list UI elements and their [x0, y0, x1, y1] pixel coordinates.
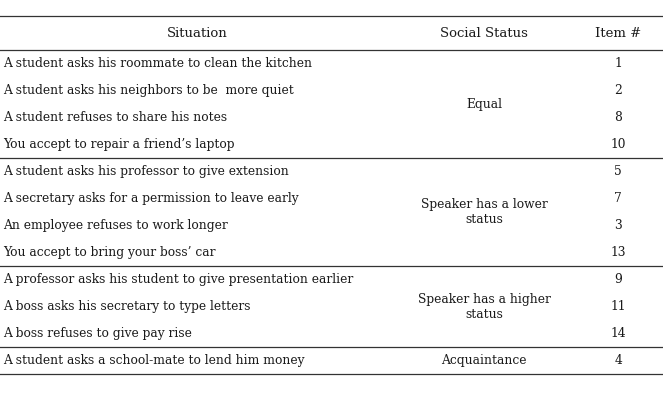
Text: 2: 2: [615, 84, 622, 97]
Text: A student asks his professor to give extension: A student asks his professor to give ext…: [3, 165, 289, 178]
Text: Situation: Situation: [167, 27, 227, 39]
Text: 1: 1: [615, 58, 622, 71]
Text: Acquaintance: Acquaintance: [442, 354, 526, 367]
Text: 3: 3: [615, 219, 622, 232]
Text: A student refuses to share his notes: A student refuses to share his notes: [3, 112, 227, 125]
Text: 14: 14: [611, 327, 626, 340]
Text: 11: 11: [611, 300, 626, 313]
Text: 10: 10: [611, 138, 626, 151]
Text: A student asks a school-mate to lend him money: A student asks a school-mate to lend him…: [3, 354, 305, 367]
Text: You accept to repair a friend’s laptop: You accept to repair a friend’s laptop: [3, 138, 235, 151]
Text: 9: 9: [615, 273, 622, 286]
Text: You accept to bring your boss’ car: You accept to bring your boss’ car: [3, 246, 216, 259]
Text: Equal: Equal: [466, 98, 502, 111]
Text: A secretary asks for a permission to leave early: A secretary asks for a permission to lea…: [3, 192, 299, 205]
Text: 7: 7: [615, 192, 622, 205]
Text: A boss refuses to give pay rise: A boss refuses to give pay rise: [3, 327, 192, 340]
Text: Social Status: Social Status: [440, 27, 528, 39]
Text: An employee refuses to work longer: An employee refuses to work longer: [3, 219, 228, 232]
Text: 4: 4: [615, 354, 622, 367]
Text: Speaker has a lower
status: Speaker has a lower status: [420, 198, 548, 227]
Text: 5: 5: [615, 165, 622, 178]
Text: A professor asks his student to give presentation earlier: A professor asks his student to give pre…: [3, 273, 353, 286]
Text: 13: 13: [611, 246, 626, 259]
Text: A boss asks his secretary to type letters: A boss asks his secretary to type letter…: [3, 300, 251, 313]
Text: Speaker has a higher
status: Speaker has a higher status: [418, 293, 550, 321]
Text: A student asks his neighbors to be  more quiet: A student asks his neighbors to be more …: [3, 84, 294, 97]
Text: 8: 8: [615, 112, 622, 125]
Text: A student asks his roommate to clean the kitchen: A student asks his roommate to clean the…: [3, 58, 312, 71]
Text: Item #: Item #: [595, 27, 641, 39]
